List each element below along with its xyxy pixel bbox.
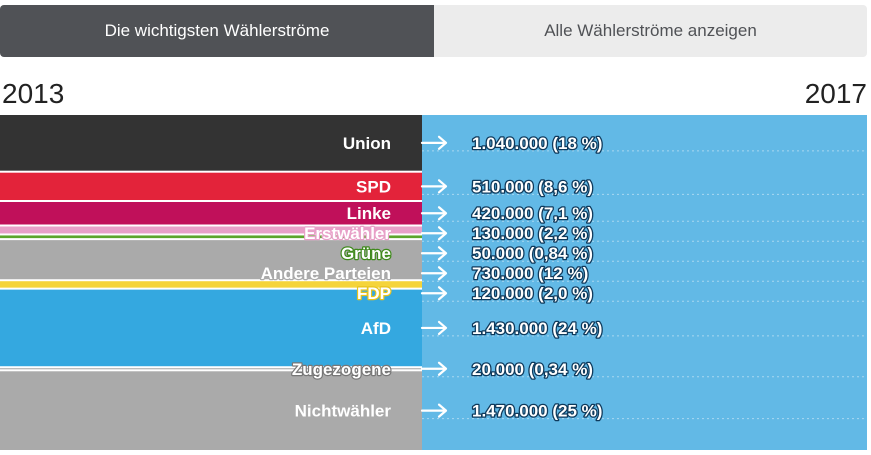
voter-flow-chart: Union 1.040.000 (18 %) SPD 510.000 (8,6 %) L… xyxy=(0,115,867,450)
arrow-icon xyxy=(420,246,448,261)
source-segment-nichtwaehler xyxy=(0,371,422,450)
source-label-linke: Linke xyxy=(347,204,391,223)
source-label-afd: AfD xyxy=(361,319,391,338)
source-segment-spd xyxy=(0,172,422,200)
source-label-andere-parteien: Andere Parteien xyxy=(261,264,391,283)
source-segment-union xyxy=(0,115,422,171)
source-segment-afd xyxy=(0,289,422,367)
source-label-union: Union xyxy=(343,134,391,153)
source-label-gruene: Grüne xyxy=(341,244,391,263)
source-label-spd: SPD xyxy=(356,177,391,196)
arrow-icon xyxy=(420,266,448,281)
arrow-icon xyxy=(420,135,448,150)
arrow-icon xyxy=(420,286,448,301)
flow-value-label-nichtwaehler: 1.470.000 (25 %) xyxy=(472,402,602,421)
flow-value-label-afd: 1.430.000 (24 %) xyxy=(472,319,602,338)
flow-value-label-andere-parteien: 730.000 (12 %) xyxy=(472,264,588,283)
flow-value-label-union: 1.040.000 (18 %) xyxy=(472,134,602,153)
arrow-icon xyxy=(420,361,448,376)
tab-all-flows[interactable]: Alle Wählerströme anzeigen xyxy=(434,5,867,57)
arrow-icon xyxy=(420,179,448,194)
target-year-label: 2017 xyxy=(804,78,867,109)
flow-value-label-erstwaehler: 130.000 (2,2 %) xyxy=(472,224,593,243)
source-segment-fdp xyxy=(0,281,422,288)
source-year-label: 2013 xyxy=(2,78,65,109)
arrow-icon xyxy=(420,206,448,221)
source-segment-gruene xyxy=(0,235,422,239)
source-label-zugezogene: Zugezogene xyxy=(292,360,391,379)
source-label-erstwaehler: Erstwähler xyxy=(304,224,391,243)
target-block xyxy=(422,115,867,450)
flow-value-label-fdp: 120.000 (2,0 %) xyxy=(472,284,593,303)
source-segment-erstwaehler xyxy=(0,226,422,234)
source-segment-zugezogene xyxy=(0,368,422,370)
arrow-icon xyxy=(420,226,448,241)
flow-value-label-zugezogene: 20.000 (0,34 %) xyxy=(472,360,593,379)
arrow-icon xyxy=(420,320,448,336)
flow-view-tabs: Die wichtigsten Wählerströme Alle Wähler… xyxy=(0,5,867,57)
arrow-icon xyxy=(420,403,448,418)
flow-value-label-gruene: 50.000 (0,84 %) xyxy=(472,244,593,263)
source-label-fdp: FDP xyxy=(357,284,391,303)
flow-value-label-spd: 510.000 (8,6 %) xyxy=(472,177,593,196)
source-segment-andere-parteien xyxy=(0,240,422,280)
tab-main-flows[interactable]: Die wichtigsten Wählerströme xyxy=(0,5,434,57)
source-label-nichtwaehler: Nichtwähler xyxy=(295,402,392,421)
flow-value-label-linke: 420.000 (7,1 %) xyxy=(472,204,593,223)
source-segment-linke xyxy=(0,201,422,225)
